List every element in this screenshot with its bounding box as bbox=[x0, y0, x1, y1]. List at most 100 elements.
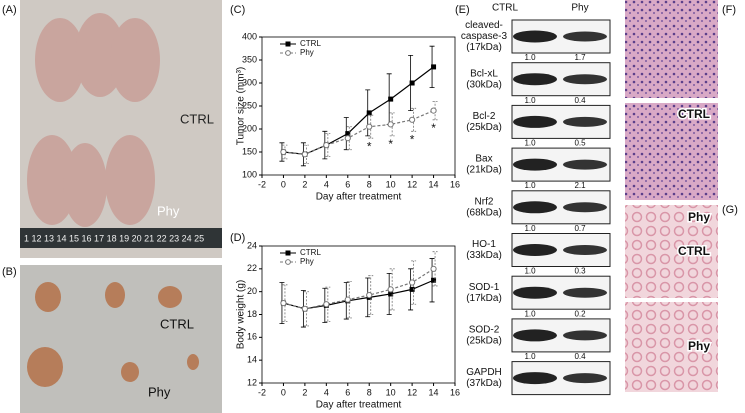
series-line bbox=[283, 110, 434, 155]
band bbox=[513, 73, 557, 86]
y-axis-label: Tumor size (mm³) bbox=[236, 67, 247, 146]
tumors bbox=[27, 282, 199, 387]
y-tick-label: 350 bbox=[242, 54, 257, 64]
band bbox=[513, 115, 557, 128]
ratio: 1.0 bbox=[524, 181, 536, 190]
panel-label: (G) bbox=[722, 204, 738, 216]
y-tick-label: 20 bbox=[247, 286, 257, 296]
x-tick-label: 14 bbox=[429, 179, 439, 189]
protein-size: (17kDa) bbox=[466, 293, 502, 304]
marker bbox=[409, 116, 416, 123]
protein-size: (17kDa) bbox=[466, 42, 502, 53]
band bbox=[513, 30, 557, 43]
x-tick-label: 12 bbox=[407, 387, 417, 397]
x-tick-label: 8 bbox=[367, 179, 372, 189]
dynamic-content: (A) (B) (C) (D) (E) (F) (G) 1 12 13 14 15 16 17… bbox=[2, 3, 738, 411]
band bbox=[563, 74, 607, 85]
ratio: 0.3 bbox=[574, 267, 586, 276]
y-tick-label: 300 bbox=[242, 77, 257, 87]
marker bbox=[280, 148, 287, 156]
protein-size: (68kDa) bbox=[466, 207, 502, 218]
histology-image bbox=[625, 205, 718, 298]
marker bbox=[409, 279, 416, 286]
protein-name: Bcl-2 bbox=[473, 111, 496, 122]
x-tick-label: 2 bbox=[302, 387, 307, 397]
y-axis-label: Body weight (g) bbox=[236, 280, 247, 349]
x-tick-label: 4 bbox=[324, 179, 329, 189]
marker bbox=[301, 151, 308, 158]
significance-mark: * bbox=[367, 139, 372, 153]
protein-name: HO-1 bbox=[472, 239, 496, 250]
plot-frame bbox=[261, 245, 456, 384]
group-label: CTRL bbox=[678, 244, 710, 258]
protein-size: (25kDa) bbox=[466, 122, 502, 133]
error-bar bbox=[432, 101, 438, 121]
ratio: 0.7 bbox=[574, 224, 586, 233]
ratio: 1.0 bbox=[524, 53, 536, 62]
ratio: 2.1 bbox=[574, 181, 586, 190]
y-tick-label: 12 bbox=[247, 377, 257, 387]
panel-label: (A) bbox=[2, 4, 17, 16]
protein-name: SOD-1 bbox=[469, 282, 500, 293]
band bbox=[563, 245, 607, 255]
error-bar bbox=[282, 144, 288, 160]
legend-marker bbox=[285, 250, 291, 256]
legend-label: CTRL bbox=[300, 248, 321, 257]
band bbox=[563, 116, 607, 127]
group-label: Phy bbox=[157, 203, 180, 218]
legend-label: Phy bbox=[300, 48, 314, 57]
band bbox=[563, 287, 607, 298]
x-tick-label: -2 bbox=[258, 179, 266, 189]
series-line bbox=[283, 268, 434, 310]
panel-label: (C) bbox=[230, 4, 245, 16]
group-label: Phy bbox=[688, 339, 710, 353]
x-tick-label: 10 bbox=[386, 179, 396, 189]
band bbox=[563, 373, 607, 384]
protein-name: cleaved- bbox=[465, 20, 503, 31]
ratio: 1.7 bbox=[574, 53, 586, 62]
protein-size: (21kDa) bbox=[466, 165, 502, 176]
ruler-numbers: 1 12 13 14 15 16 17 18 19 20 21 22 23 24… bbox=[24, 233, 204, 243]
y-tick-label: 14 bbox=[247, 355, 257, 365]
x-tick-label: 10 bbox=[386, 387, 396, 397]
marker bbox=[409, 286, 415, 292]
marker bbox=[430, 265, 437, 272]
y-tick-label: 22 bbox=[247, 263, 257, 273]
error-bar bbox=[303, 144, 309, 164]
column-header: Phy bbox=[571, 3, 588, 14]
y-tick-label: 24 bbox=[247, 240, 257, 250]
marker bbox=[301, 305, 308, 312]
marker bbox=[344, 296, 351, 303]
band bbox=[513, 286, 557, 299]
ratio: 1.0 bbox=[524, 224, 536, 233]
histology-image bbox=[625, 302, 718, 392]
x-axis-label: Day after treatment bbox=[316, 400, 402, 411]
marker bbox=[387, 121, 394, 128]
protein-name: Nrf2 bbox=[475, 196, 494, 207]
significance-mark: * bbox=[410, 132, 415, 146]
x-tick-label: 8 bbox=[367, 387, 372, 397]
marker bbox=[323, 301, 330, 308]
plot-frame bbox=[261, 36, 456, 176]
ratio: 1.0 bbox=[524, 139, 536, 148]
ruler bbox=[20, 228, 222, 248]
band bbox=[513, 201, 557, 214]
ratio: 1.0 bbox=[524, 96, 536, 105]
protein-size: (25kDa) bbox=[466, 336, 502, 347]
band bbox=[513, 329, 557, 342]
marker bbox=[387, 286, 394, 293]
error-bar bbox=[389, 268, 395, 311]
legend-label: CTRL bbox=[300, 39, 321, 48]
protein-name: GAPDH bbox=[466, 367, 502, 378]
legend-label: Phy bbox=[300, 257, 314, 266]
x-tick-label: 0 bbox=[281, 387, 286, 397]
marker bbox=[280, 299, 287, 307]
marker bbox=[366, 291, 373, 299]
y-tick-label: 100 bbox=[242, 169, 257, 179]
protein-name: Bcl-xL bbox=[470, 68, 498, 79]
group-label: Phy bbox=[688, 210, 710, 224]
x-tick-label: 4 bbox=[324, 387, 329, 397]
panel-label: (E) bbox=[455, 4, 470, 16]
error-bar bbox=[325, 286, 331, 322]
